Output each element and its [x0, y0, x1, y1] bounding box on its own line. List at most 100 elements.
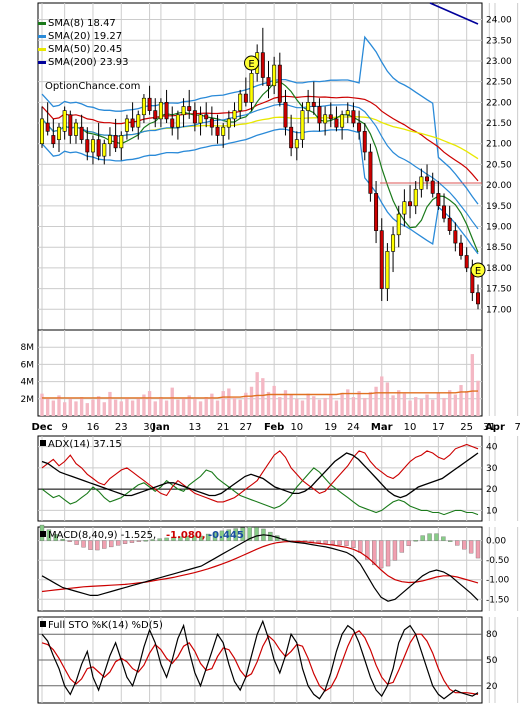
candle-body — [311, 102, 316, 107]
volume-bar — [272, 385, 276, 416]
candle-body — [147, 97, 152, 111]
macd-histogram-bar — [74, 540, 79, 545]
volume-bar — [238, 399, 242, 416]
candle-body — [391, 234, 396, 252]
adx-axis-tick-label: 10 — [486, 506, 498, 516]
volume-bar — [96, 396, 101, 416]
volume-bar — [368, 391, 373, 416]
volume-bar — [91, 399, 95, 416]
macd-histogram-bar — [109, 540, 114, 548]
volume-tick-label: 4M — [21, 378, 35, 388]
volume-bar — [459, 385, 463, 416]
volume-bar — [425, 394, 429, 416]
macd-signal-line — [41, 540, 479, 593]
candle-body — [119, 135, 124, 149]
volume-bar — [261, 378, 265, 416]
macd-histogram-bar — [122, 540, 128, 544]
volume-bar — [153, 401, 157, 416]
candle-body — [294, 139, 299, 149]
macd-histogram-bar — [178, 536, 183, 541]
macd-histogram-bar — [150, 539, 155, 541]
macd-axis-tick-label: -1.50 — [486, 595, 510, 605]
legend-swatch — [38, 35, 46, 38]
candle-body — [243, 93, 248, 103]
volume-bar — [266, 391, 271, 416]
candle-body — [45, 122, 50, 132]
earnings-marker — [470, 262, 486, 278]
volume-bar — [136, 398, 140, 416]
candle-body — [102, 143, 107, 157]
volume-bar — [176, 399, 180, 416]
stochastic-axis-tick-label: 80 — [486, 630, 498, 640]
price-axis-tick-label: 23.50 — [486, 36, 512, 46]
macd-histogram-bar — [254, 527, 259, 541]
stochastic-legend-swatch — [40, 621, 46, 627]
macd-histogram-bar — [441, 536, 446, 541]
candle-body — [453, 230, 458, 244]
macd-histogram-bar — [143, 540, 148, 542]
candle-body — [419, 176, 424, 190]
volume-bar — [102, 402, 106, 416]
candle-body — [379, 230, 384, 289]
volume-bar — [232, 397, 237, 416]
volume-bar — [227, 388, 231, 416]
macd-histogram-bar — [385, 540, 391, 567]
date-label: 7 — [514, 422, 520, 433]
volume-bar — [419, 398, 424, 416]
candle-body — [436, 193, 441, 207]
date-label: 21 — [217, 422, 230, 433]
candle-body — [141, 97, 146, 116]
date-label: 31 — [483, 422, 496, 433]
volume-bar — [453, 394, 458, 416]
candle-body — [328, 114, 333, 120]
price-axis-tick-label: 21.00 — [486, 140, 512, 150]
macd-histogram-bar — [420, 535, 425, 541]
candle-body — [317, 106, 322, 124]
volume-tick-label: 8M — [21, 343, 35, 353]
macd-histogram-bar — [434, 533, 439, 541]
macd-histogram-bar — [233, 528, 238, 541]
macd-histogram-bar — [462, 540, 467, 550]
volume-bar — [198, 401, 203, 416]
volume-bar — [317, 399, 322, 416]
macd-histogram-bar — [157, 538, 162, 541]
macd-histogram-bar — [199, 535, 204, 541]
price-axis-tick-label: 20.50 — [486, 160, 512, 170]
legend-label: SMA(200) 23.93 — [48, 57, 129, 68]
macd-axis-tick-label: -1.00 — [486, 576, 510, 586]
macd-histogram-bar — [129, 540, 135, 543]
volume-bar — [300, 400, 305, 416]
macd-histogram-bar — [378, 540, 384, 569]
date-label: 23 — [115, 422, 128, 433]
macd-legend-swatch — [40, 531, 46, 537]
watermark-label: OptionChance.com — [45, 81, 140, 92]
volume-bar — [464, 391, 469, 416]
volume-tick-label: 6M — [21, 360, 35, 370]
adx-axis-tick-label: 40 — [486, 443, 498, 453]
volume-bar — [351, 397, 356, 416]
volume-bar — [306, 393, 310, 416]
date-label: Dec — [31, 422, 52, 433]
volume-bar — [164, 400, 169, 416]
candle-body — [425, 176, 430, 182]
macd-histogram-bar — [413, 540, 418, 542]
price-panel: 24.00 23.50 23.00 22.50 22.00 21.50 21.00 20.50… — [37, 2, 519, 331]
volume-bar — [147, 391, 152, 416]
volume-bar — [142, 394, 146, 416]
candle-body — [153, 110, 158, 120]
volume-bar — [397, 390, 401, 416]
volume-bar — [255, 372, 259, 416]
candle-body — [107, 135, 112, 145]
macd-histogram-bar — [323, 540, 328, 544]
price-axis-tick-label: 23.00 — [486, 57, 512, 67]
candle-body — [221, 126, 226, 136]
price-axis-tick-label: 19.50 — [486, 202, 512, 212]
macd-histogram-bar — [95, 540, 100, 551]
volume-bar — [68, 398, 72, 416]
macd-histogram-bar — [212, 532, 218, 541]
candle-body — [385, 251, 390, 289]
macd-histogram-bar — [358, 540, 363, 553]
candle-body — [209, 118, 214, 128]
candle-body — [306, 102, 311, 111]
